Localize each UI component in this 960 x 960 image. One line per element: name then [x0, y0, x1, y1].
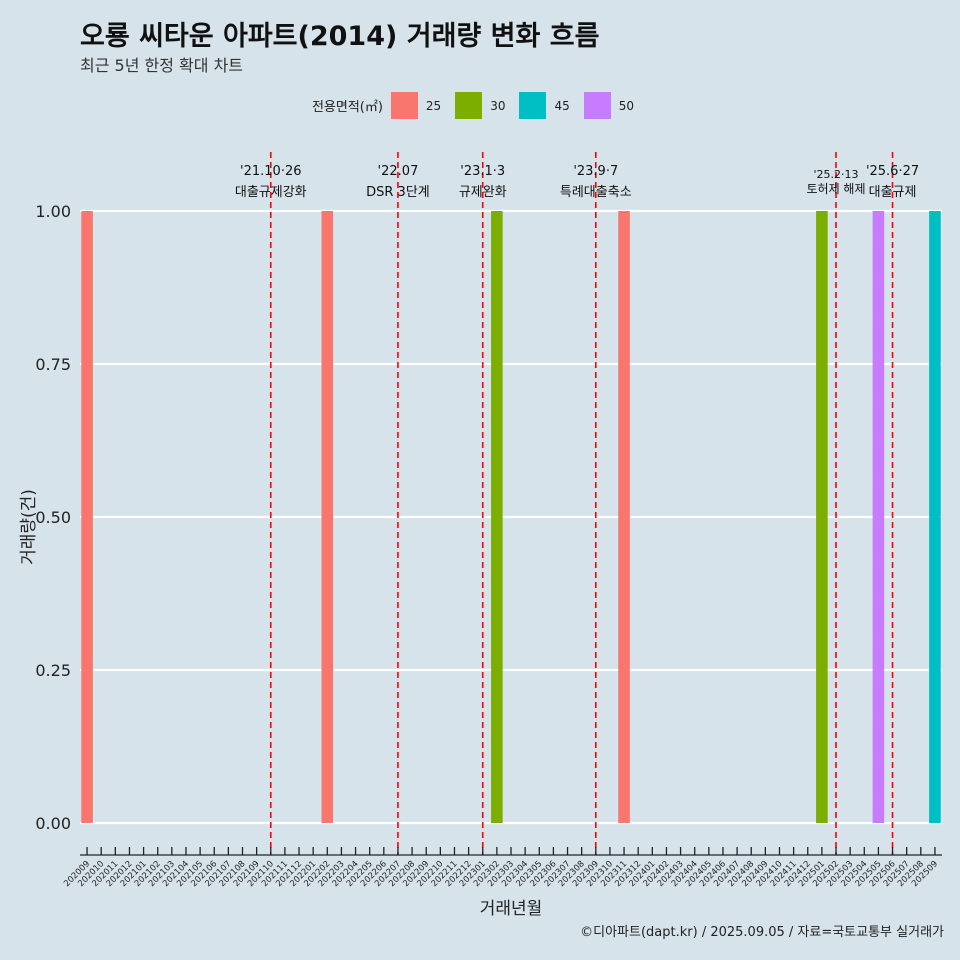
legend-key-50 — [583, 92, 611, 119]
x-axis-label: 거래년월 — [480, 899, 543, 919]
event-date: '22.07 — [378, 164, 419, 179]
event-label: 토허제 해제 — [807, 182, 866, 196]
bar-25-202311 — [618, 211, 630, 823]
event-date: '21.10·26 — [240, 164, 301, 179]
bar-30-202501 — [816, 211, 828, 823]
bar-30-202302 — [491, 211, 503, 823]
y-tick-label: 0.25 — [35, 661, 71, 680]
legend-item-45: 45 — [519, 92, 570, 119]
y-axis-label: 거래량(건) — [19, 489, 39, 565]
legend-label-30: 30 — [490, 98, 506, 113]
event-date: '25.2·13 — [814, 168, 859, 181]
legend-item-50: 50 — [583, 92, 635, 119]
legend-item-25: 25 — [390, 92, 442, 119]
y-tick-label: 0.00 — [35, 814, 71, 833]
legend-label-25: 25 — [425, 98, 442, 113]
chart-caption: ©디아파트(dapt.kr) / 2025.09.05 / 자료=국토교통부 실… — [580, 925, 944, 940]
event-label: 규제완화 — [459, 185, 507, 200]
event-label: DSR 3단계 — [366, 185, 430, 200]
legend-key-25 — [390, 92, 418, 119]
y-tick-label: 0.50 — [35, 508, 71, 527]
chart-subtitle: 최근 5년 한정 확대 차트 — [80, 56, 244, 75]
legend-key-45 — [519, 92, 547, 119]
legend-title: 전용면적(㎡) — [311, 100, 383, 115]
bar-50-202505 — [872, 211, 885, 823]
event-label: 특례대출축소 — [560, 185, 632, 200]
y-tick-label: 1.00 — [35, 202, 71, 221]
event-date: '25.6·27 — [866, 164, 919, 179]
legend-item-30: 30 — [455, 92, 505, 119]
legend-key-30 — [455, 92, 483, 119]
legend-label-50: 50 — [618, 98, 635, 113]
y-tick-label: 0.75 — [35, 355, 71, 374]
legend: 전용면적(㎡) 25 30 45 50 — [0, 92, 960, 119]
event-date: '23.9·7 — [573, 164, 618, 179]
chart-title: 오룡 씨타운 아파트(2014) 거래량 변화 흐름 — [80, 21, 600, 52]
event-label: 대출규제 — [869, 185, 917, 200]
legend-label-45: 45 — [554, 98, 570, 113]
bar-25-202202 — [321, 211, 334, 823]
event-label: 대출규제강화 — [235, 185, 307, 200]
bar-45-202509 — [929, 211, 941, 823]
event-date: '23.1·3 — [460, 164, 505, 179]
bar-25-202009 — [81, 211, 93, 823]
